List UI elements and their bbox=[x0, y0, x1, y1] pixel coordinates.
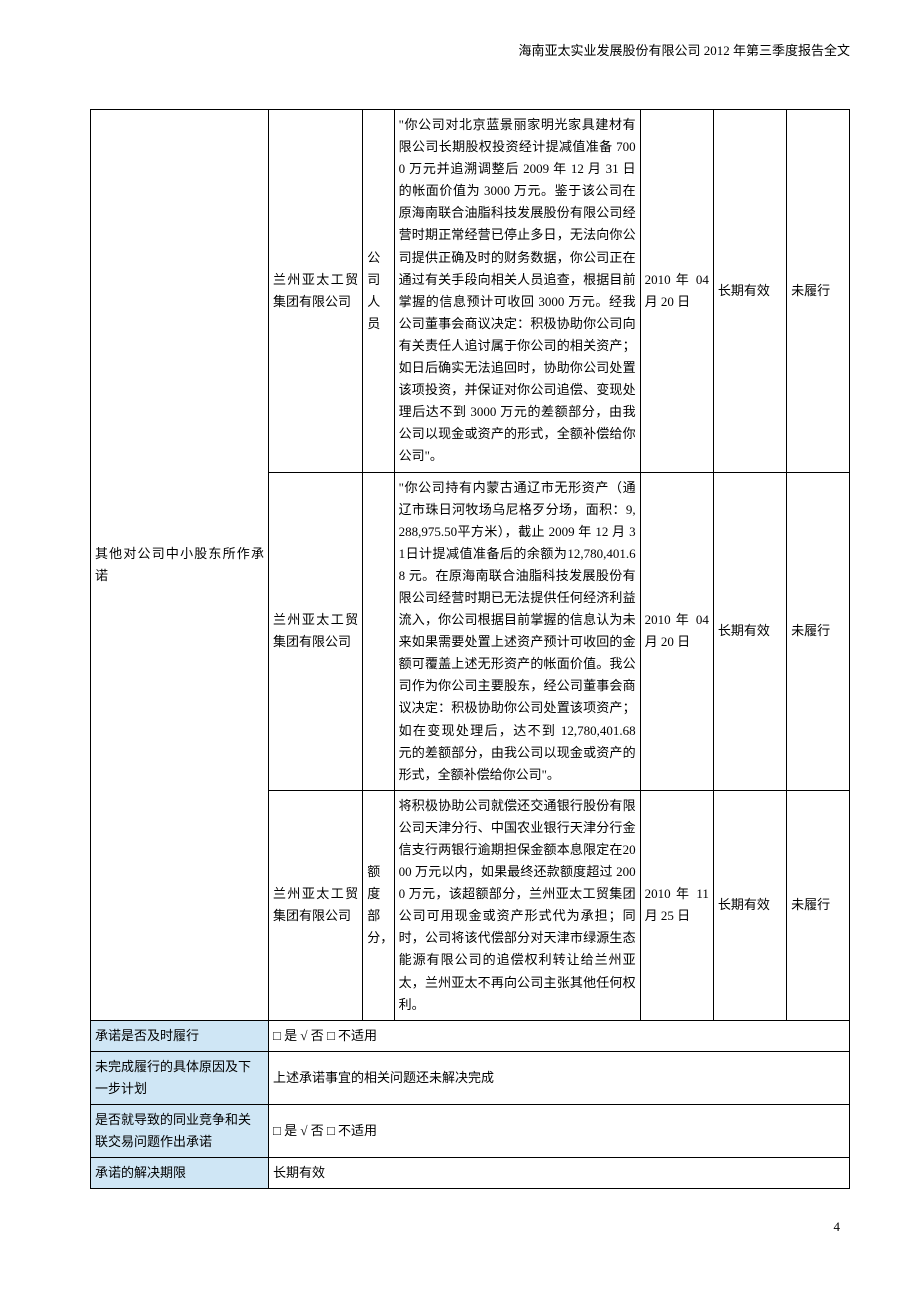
person-col: 额度部分， bbox=[363, 790, 394, 1020]
promiser: 兰州亚太工贸集团有限公司 bbox=[268, 790, 362, 1020]
footer-row: 是否就导致的同业竞争和关联交易问题作出承诺 □ 是 √ 否 □ 不适用 bbox=[91, 1105, 850, 1158]
footer-value: □ 是 √ 否 □ 不适用 bbox=[268, 1105, 849, 1158]
commitment-term: 长期有效 bbox=[713, 790, 786, 1020]
footer-row: 承诺是否及时履行 □ 是 √ 否 □ 不适用 bbox=[91, 1020, 850, 1051]
footer-value: □ 是 √ 否 □ 不适用 bbox=[268, 1020, 849, 1051]
page-header: 海南亚太实业发展股份有限公司 2012 年第三季度报告全文 bbox=[90, 40, 850, 59]
commitment-status: 未履行 bbox=[787, 790, 850, 1020]
commitment-category: 其他对公司中小股东所作承诺 bbox=[91, 110, 269, 1021]
table-row: 其他对公司中小股东所作承诺 兰州亚太工贸集团有限公司 公司人员 "你公司对北京蓝… bbox=[91, 110, 850, 473]
commitments-table: 其他对公司中小股东所作承诺 兰州亚太工贸集团有限公司 公司人员 "你公司对北京蓝… bbox=[90, 109, 850, 1189]
commitment-content: "你公司对北京蓝景丽家明光家具建材有限公司长期股权投资经计提减值准备 7000 … bbox=[394, 110, 640, 473]
commitment-term: 长期有效 bbox=[713, 472, 786, 790]
promiser: 兰州亚太工贸集团有限公司 bbox=[268, 110, 362, 473]
person-col: 公司人员 bbox=[363, 110, 394, 473]
commitment-status: 未履行 bbox=[787, 110, 850, 473]
commitment-date: 2010 年 04月 20 日 bbox=[640, 472, 713, 790]
footer-label: 承诺的解决期限 bbox=[91, 1158, 269, 1189]
footer-value: 长期有效 bbox=[268, 1158, 849, 1189]
commitment-status: 未履行 bbox=[787, 472, 850, 790]
footer-label: 是否就导致的同业竞争和关联交易问题作出承诺 bbox=[91, 1105, 269, 1158]
person-col bbox=[363, 472, 394, 790]
footer-label: 未完成履行的具体原因及下一步计划 bbox=[91, 1051, 269, 1104]
commitment-date: 2010 年 11月 25 日 bbox=[640, 790, 713, 1020]
commitment-content: 将积极协助公司就偿还交通银行股份有限公司天津分行、中国农业银行天津分行金信支行两… bbox=[394, 790, 640, 1020]
footer-row: 承诺的解决期限 长期有效 bbox=[91, 1158, 850, 1189]
page-number: 4 bbox=[90, 1219, 850, 1235]
footer-label: 承诺是否及时履行 bbox=[91, 1020, 269, 1051]
footer-value: 上述承诺事宜的相关问题还未解决完成 bbox=[268, 1051, 849, 1104]
commitment-term: 长期有效 bbox=[713, 110, 786, 473]
commitment-content: "你公司持有内蒙古通辽市无形资产（通辽市珠日河牧场乌尼格歹分场，面积：9,288… bbox=[394, 472, 640, 790]
commitment-date: 2010 年 04月 20 日 bbox=[640, 110, 713, 473]
promiser: 兰州亚太工贸集团有限公司 bbox=[268, 472, 362, 790]
footer-row: 未完成履行的具体原因及下一步计划 上述承诺事宜的相关问题还未解决完成 bbox=[91, 1051, 850, 1104]
